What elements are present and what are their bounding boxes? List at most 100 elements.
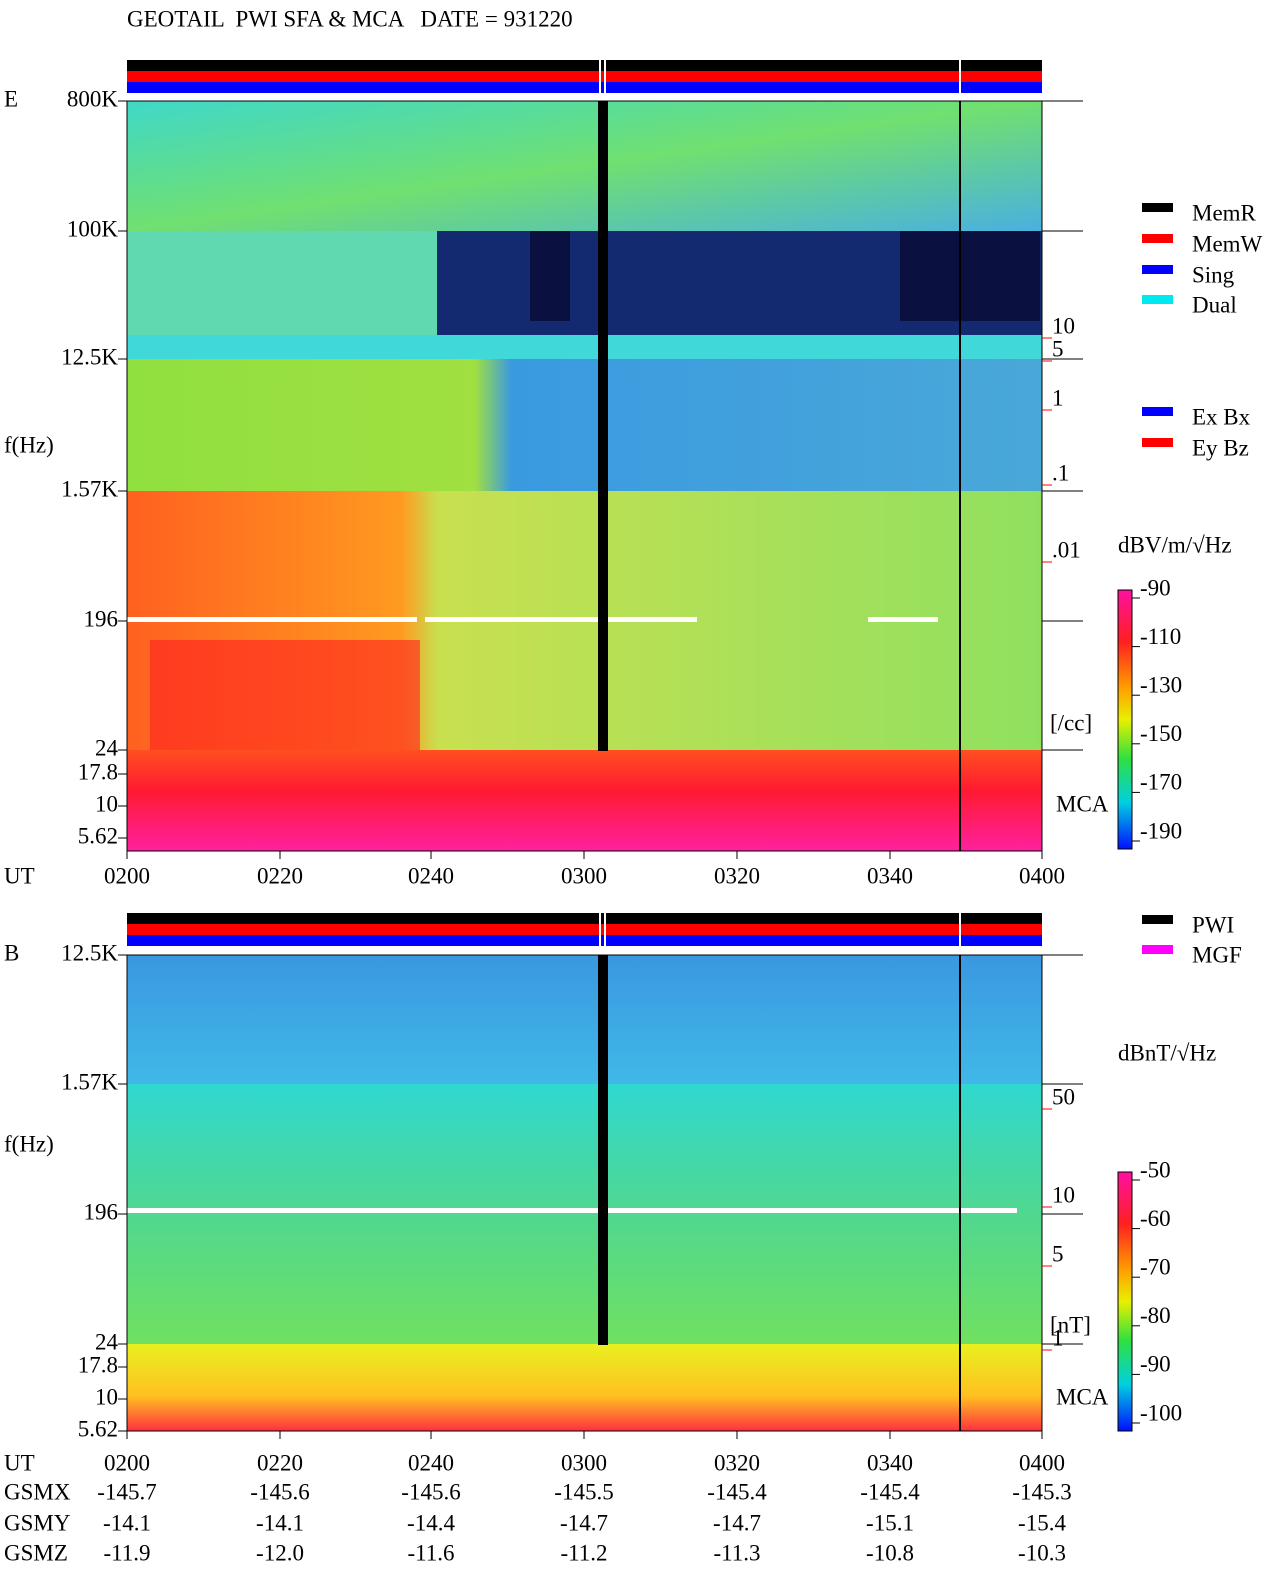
legend-label: Ex Bx [1192,404,1251,429]
x-tick-label: 0220 [257,863,303,888]
status-bar [127,82,1042,93]
legend-label: Ey Bz [1192,435,1249,460]
x-tick-label: 0320 [714,1450,760,1475]
component-label: E [4,86,18,111]
colorbar-tick-label: -190 [1140,818,1182,843]
y-axis-label: f(Hz) [4,432,54,457]
legend-label: MemW [1192,231,1263,256]
y-tick-label: 24 [95,1329,119,1354]
y-tick-label: 196 [84,1199,119,1224]
legend-swatch [1142,915,1173,924]
status-bar [127,71,1042,82]
y-tick-label: 12.5K [61,940,118,965]
scale-label: 5 [1052,336,1064,361]
y-tick-label: 800K [67,86,119,111]
legend-label: PWI [1192,912,1234,937]
mca-label: MCA [1056,1384,1109,1409]
orbit-value: -15.4 [1018,1510,1066,1535]
y-tick-label: 17.8 [78,759,118,784]
colorbar-tick-label: -70 [1140,1254,1171,1279]
spectrogram-b [127,955,1042,1431]
y-tick-label: 1.57K [61,1069,118,1094]
colorbar-tick-label: -60 [1140,1206,1171,1231]
scale-unit: [/cc] [1050,710,1092,735]
x-tick-label: 0400 [1019,1450,1065,1475]
scale-label: 10 [1052,313,1075,338]
legend-label: Dual [1192,292,1237,317]
status-bar [127,935,1042,946]
x-tick-label: 0340 [867,863,913,888]
orbit-value: -11.3 [713,1540,760,1565]
legend-label: MGF [1192,942,1242,967]
y-tick-label: 196 [84,606,119,631]
scale-label: 10 [1052,1182,1075,1207]
x-tick-label: 0200 [104,1450,150,1475]
orbit-value: -14.7 [713,1510,761,1535]
scale-label: 50 [1052,1084,1075,1109]
scale-label: .01 [1052,537,1081,562]
y-tick-label: 10 [95,791,118,816]
scale-label: 5 [1052,1241,1064,1266]
colorbar [1117,1171,1133,1432]
legend-swatch [1142,295,1173,304]
orbit-value: -12.0 [256,1540,304,1565]
y-tick-label: 1.57K [61,476,118,501]
x-axis-label: UT [4,863,35,888]
scale-unit: [nT] [1050,1312,1091,1337]
legend-label: MemR [1192,200,1257,225]
y-axis-label: f(Hz) [4,1131,54,1156]
x-tick-label: 0300 [561,1450,607,1475]
orbit-value: -145.4 [707,1479,767,1504]
legend-swatch [1142,407,1173,416]
status-bar [127,60,1042,71]
orbit-value: -11.2 [560,1540,607,1565]
legend-swatch [1142,265,1173,274]
colorbar-tick-label: -130 [1140,672,1182,697]
mca-label: MCA [1056,791,1109,816]
x-tick-label: 0340 [867,1450,913,1475]
legend-swatch [1142,945,1173,954]
colorbar-tick-label: -90 [1140,575,1171,600]
orbit-value: -11.9 [103,1540,150,1565]
status-bar [127,924,1042,935]
y-tick-label: 5.62 [78,823,118,848]
colorbar-tick-label: -100 [1140,1400,1182,1425]
orbit-value: -145.7 [97,1479,156,1504]
orbit-value: -14.1 [103,1510,151,1535]
scale-label: 1 [1052,385,1064,410]
orbit-value: -14.4 [407,1510,455,1535]
x-tick-label: 0400 [1019,863,1065,888]
orbit-value: -14.1 [256,1510,304,1535]
colorbar-label: dBV/m/√Hz [1118,532,1232,557]
orbit-label: GSMZ [4,1540,68,1565]
x-tick-label: 0300 [561,863,607,888]
orbit-value: -145.5 [554,1479,613,1504]
y-tick-label: 17.8 [78,1352,118,1377]
colorbar-tick-label: -170 [1140,770,1182,795]
orbit-value: -145.6 [250,1479,309,1504]
y-tick-label: 24 [95,735,119,760]
colorbar-tick-label: -150 [1140,721,1182,746]
orbit-label: GSMX [4,1479,71,1504]
y-tick-label: 5.62 [78,1416,118,1441]
x-tick-label: 0200 [104,863,150,888]
x-tick-label: 0240 [408,1450,454,1475]
x-tick-label: 0220 [257,1450,303,1475]
orbit-label: GSMY [4,1510,71,1535]
x-tick-label: 0320 [714,863,760,888]
spectrogram-e [127,101,1042,851]
y-tick-label: 10 [95,1384,118,1409]
component-label: B [4,940,19,965]
colorbar-tick-label: -50 [1140,1157,1171,1182]
x-axis-label: UT [4,1450,35,1475]
colorbar-tick-label: -110 [1140,624,1181,649]
colorbar-tick-label: -90 [1140,1352,1171,1377]
scale-label: .1 [1052,460,1069,485]
y-tick-label: 100K [67,216,119,241]
orbit-value: -11.6 [407,1540,454,1565]
colorbar-label: dBnT/√Hz [1118,1040,1216,1065]
colorbar-tick-label: -80 [1140,1303,1171,1328]
orbit-value: -14.7 [560,1510,608,1535]
orbit-value: -10.8 [866,1540,914,1565]
